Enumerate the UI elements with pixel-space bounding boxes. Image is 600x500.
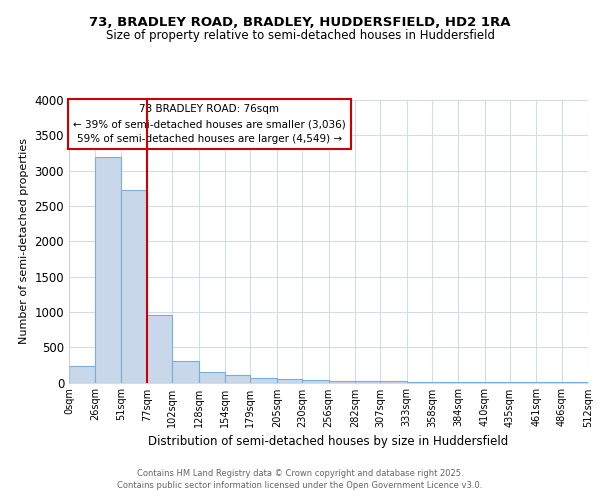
Bar — [95, 156, 121, 382]
Bar — [121, 190, 147, 382]
Text: 73 BRADLEY ROAD: 76sqm
← 39% of semi-detached houses are smaller (3,036)
59% of : 73 BRADLEY ROAD: 76sqm ← 39% of semi-det… — [73, 104, 346, 144]
Bar — [250, 378, 277, 382]
Bar — [199, 372, 225, 382]
Text: Size of property relative to semi-detached houses in Huddersfield: Size of property relative to semi-detach… — [106, 28, 494, 42]
Bar — [277, 378, 302, 382]
Bar — [225, 376, 250, 382]
Bar — [147, 314, 172, 382]
Y-axis label: Number of semi-detached properties: Number of semi-detached properties — [19, 138, 29, 344]
Text: Contains HM Land Registry data © Crown copyright and database right 2025.: Contains HM Land Registry data © Crown c… — [137, 470, 463, 478]
Bar — [172, 360, 199, 382]
Bar — [329, 380, 355, 382]
Bar — [355, 381, 380, 382]
X-axis label: Distribution of semi-detached houses by size in Huddersfield: Distribution of semi-detached houses by … — [148, 435, 509, 448]
Bar — [69, 366, 95, 382]
Bar — [302, 380, 329, 382]
Text: Contains public sector information licensed under the Open Government Licence v3: Contains public sector information licen… — [118, 480, 482, 490]
Text: 73, BRADLEY ROAD, BRADLEY, HUDDERSFIELD, HD2 1RA: 73, BRADLEY ROAD, BRADLEY, HUDDERSFIELD,… — [89, 16, 511, 29]
